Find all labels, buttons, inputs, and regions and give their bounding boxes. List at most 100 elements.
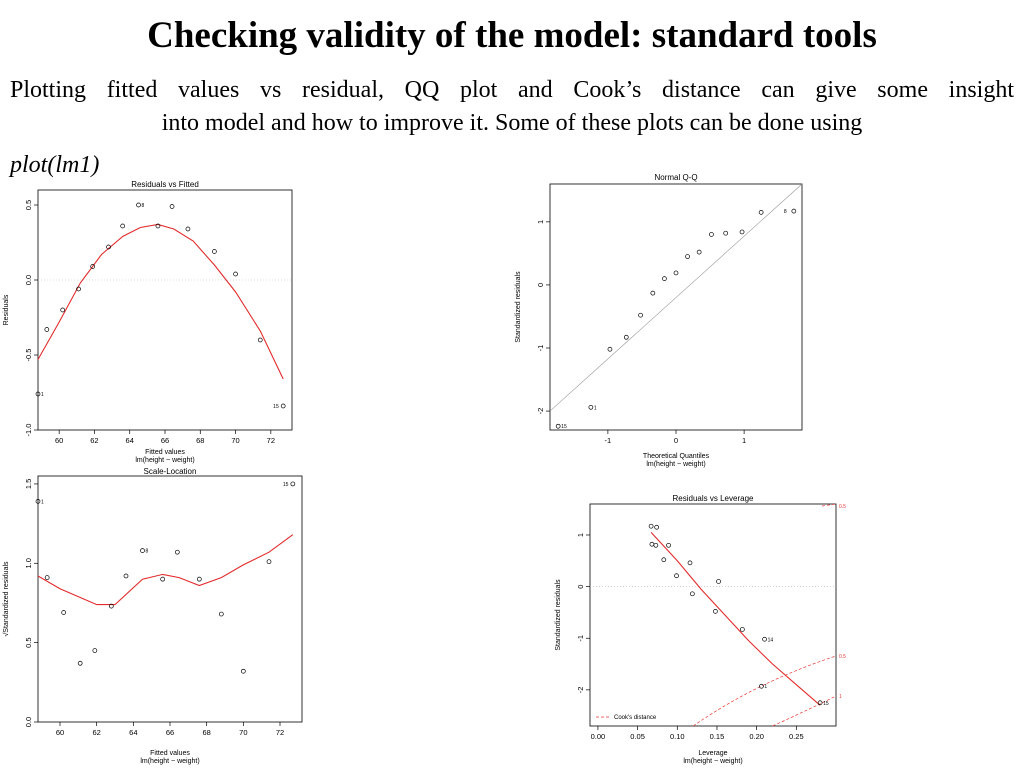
rvl-xtick-label: 0.15 xyxy=(710,732,725,741)
rvl-ytick-label: -2 xyxy=(576,687,585,694)
sl-point-label: 8 xyxy=(146,549,149,555)
rvl-point-label: 14 xyxy=(768,637,774,643)
sl-point xyxy=(240,668,246,674)
qq-point xyxy=(662,276,667,281)
rvf-xtick-label: 70 xyxy=(231,436,239,445)
rvl-point xyxy=(759,683,764,689)
rvl-ytick-label: -1 xyxy=(576,635,585,642)
sl-point xyxy=(35,499,41,504)
rvf-ylabel: Residuals xyxy=(3,294,10,325)
rvf-xtick-label: 72 xyxy=(267,436,275,445)
rvf-point xyxy=(185,226,191,232)
cooks-distance-contours xyxy=(692,503,837,727)
rvl-xtick-label: 0.05 xyxy=(630,732,645,741)
cooks-contour-label: 0.5 xyxy=(839,654,846,660)
normal-qq-plot: Normal Q-Q -1 0 1 -2 -1 0 1 Theoretical Quantile… xyxy=(515,173,803,468)
qq-xlabel-model: lm(height ~ weight) xyxy=(646,461,705,468)
qq-point xyxy=(709,232,714,237)
qq-ytick-label: 1 xyxy=(536,220,545,224)
qq-point xyxy=(791,208,797,214)
sl-point xyxy=(266,559,272,565)
rvl-point xyxy=(716,579,721,584)
sl-xlabel: Fitted values xyxy=(150,750,190,757)
qq-point xyxy=(696,249,702,255)
rvf-ytick-label: 0.0 xyxy=(24,275,33,285)
sl-point xyxy=(174,549,180,555)
rvl-ytick-label: 0 xyxy=(576,585,585,589)
sl-xtick-label: 60 xyxy=(56,728,64,737)
rvf-point xyxy=(136,202,141,208)
qq-point xyxy=(673,270,679,276)
rvl-xtick-label: 0.10 xyxy=(670,732,685,741)
rvl-point xyxy=(762,636,767,642)
sl-point xyxy=(160,576,166,582)
rvl-xlabel-model: lm(height ~ weight) xyxy=(683,758,742,765)
sl-point xyxy=(218,611,224,617)
sl-title: Scale-Location xyxy=(144,467,197,476)
rvl-smooth-line xyxy=(650,532,821,706)
cooks-contour-label: 0.5 xyxy=(839,504,846,510)
sl-point xyxy=(92,648,98,653)
residuals-vs-leverage-plot: Residuals vs Leverage 0.00 0.05 0.10 0.15 0.2… xyxy=(555,494,846,765)
rvl-point xyxy=(654,524,660,530)
rvl-point xyxy=(690,591,695,597)
qq-xtick-label: -1 xyxy=(605,436,612,445)
sl-point xyxy=(140,548,145,553)
rvf-point xyxy=(212,249,217,254)
rvf-xtick-label: 60 xyxy=(55,436,63,445)
qq-point xyxy=(723,230,729,236)
rvf-point xyxy=(280,403,286,409)
paragraph-line-2: into model and how to improve it. Some o… xyxy=(161,110,863,136)
rvl-point-label: 1 xyxy=(764,684,767,690)
sl-ytick-label: 0.5 xyxy=(24,637,33,647)
slide-paragraph: Plotting fitted values vs residual, QQ p… xyxy=(10,74,1014,140)
sl-point xyxy=(108,603,114,609)
rvf-point xyxy=(106,244,111,250)
qq-point xyxy=(739,229,745,235)
qq-point-label: 1 xyxy=(594,405,597,411)
sl-point xyxy=(196,576,202,582)
sl-xtick-label: 68 xyxy=(202,728,210,737)
qq-ylabel: Standardized residuals xyxy=(515,271,522,343)
sl-ytick-label: 1.5 xyxy=(24,479,33,489)
rvl-title: Residuals vs Leverage xyxy=(673,494,754,503)
rvl-point xyxy=(648,523,654,529)
qq-point xyxy=(623,334,629,340)
rvf-smooth-line xyxy=(37,223,284,380)
legend-cooks-label: Cook's distance xyxy=(614,715,657,721)
sl-ytick-label: 0.0 xyxy=(24,717,33,727)
code-snippet: plot(lm1) xyxy=(10,152,100,178)
rvf-point xyxy=(120,223,126,229)
qq-point xyxy=(758,210,764,215)
rvf-ytick-label: -1.0 xyxy=(24,424,33,437)
cooks-contour-upper xyxy=(821,503,837,507)
rvl-point xyxy=(713,609,718,614)
rvf-point xyxy=(44,327,50,332)
qq-point xyxy=(588,404,594,410)
sl-ylabel: √Standardized residuals xyxy=(2,561,10,637)
rvf-xlabel: Fitted values xyxy=(145,449,185,456)
rvf-point xyxy=(35,391,41,397)
rvl-point xyxy=(674,573,679,579)
sl-point-label: 1 xyxy=(41,499,44,505)
qq-point xyxy=(607,346,613,352)
rvl-xlabel: Leverage xyxy=(698,750,727,757)
rvf-point xyxy=(90,264,96,269)
qq-ytick-label: -1 xyxy=(536,345,545,352)
cooks-contour-lower-05 xyxy=(692,655,837,727)
rvf-xtick-label: 64 xyxy=(126,436,134,445)
rvl-ytick-label: 1 xyxy=(576,533,585,537)
rvf-point xyxy=(155,223,161,229)
qq-frame xyxy=(549,183,803,431)
cooks-contour-label: 1 xyxy=(839,694,842,700)
rvl-xtick-label: 0.20 xyxy=(749,732,764,741)
rvf-point xyxy=(60,307,66,313)
rvf-point xyxy=(233,271,238,277)
rvf-xlabel-model: lm(height ~ weight) xyxy=(135,457,194,464)
rvf-point-label: 1 xyxy=(41,392,44,398)
sl-xtick-label: 70 xyxy=(239,728,247,737)
sl-smooth-line xyxy=(37,534,294,606)
rvf-point xyxy=(169,204,175,209)
rvl-point-label: 15 xyxy=(823,701,829,707)
rvf-point-label: 8 xyxy=(142,203,145,209)
